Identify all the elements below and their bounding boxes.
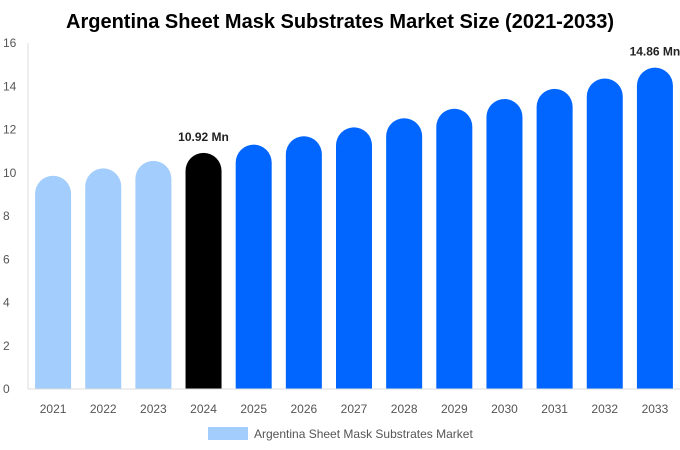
chart-title: Argentina Sheet Mask Substrates Market S… [66,11,614,33]
y-tick-label: 0 [3,382,10,396]
y-tick-label: 10 [3,166,17,180]
bar-2030[interactable] [486,99,523,389]
x-tick-label: 2032 [591,402,618,416]
y-tick-label: 8 [3,209,10,223]
bar-2033[interactable] [636,67,673,389]
x-tick-label: 2025 [240,402,267,416]
y-tick-label: 2 [3,339,10,353]
data-label: 14.86 Mn [630,45,680,59]
y-tick-label: 14 [3,79,17,93]
x-tick-label: 2031 [541,402,568,416]
y-tick-label: 6 [3,252,10,266]
x-tick-label: 2030 [491,402,518,416]
bar-2024[interactable] [185,152,222,389]
x-tick-label: 2024 [190,402,217,416]
bar-2032[interactable] [586,78,623,389]
bar-2031[interactable] [536,88,573,389]
x-tick-label: 2023 [140,402,167,416]
x-tick-label: 2029 [441,402,468,416]
y-tick-label: 4 [3,296,10,310]
bar-2021[interactable] [35,175,72,389]
legend[interactable]: Argentina Sheet Mask Substrates Market [208,427,473,441]
x-tick-label: 2033 [642,402,669,416]
bar-2026[interactable] [285,136,322,389]
legend-swatch [208,427,248,440]
bar-2029[interactable] [436,108,473,390]
bar-2025[interactable] [235,144,272,389]
y-axis: 0 2 4 6 8 10 12 14 16 [3,36,29,396]
bar-2022[interactable] [85,168,122,389]
x-tick-label: 2021 [40,402,67,416]
legend-label: Argentina Sheet Mask Substrates Market [254,427,473,441]
y-tick-label: 16 [3,36,17,50]
x-tick-label: 2026 [290,402,317,416]
x-axis: 2021 2022 2023 2024 2025 2026 2027 2028 2029 2030… [28,388,680,416]
bar-2023[interactable] [135,160,172,389]
x-tick-label: 2027 [341,402,368,416]
bar-2028[interactable] [386,118,423,389]
x-tick-label: 2028 [391,402,418,416]
x-tick-label: 2022 [90,402,117,416]
bars: 10.92 Mn 14.86 Mn [35,45,680,390]
bar-2027[interactable] [336,127,372,390]
data-label: 10.92 Mn [178,130,229,144]
y-tick-label: 12 [3,123,17,137]
